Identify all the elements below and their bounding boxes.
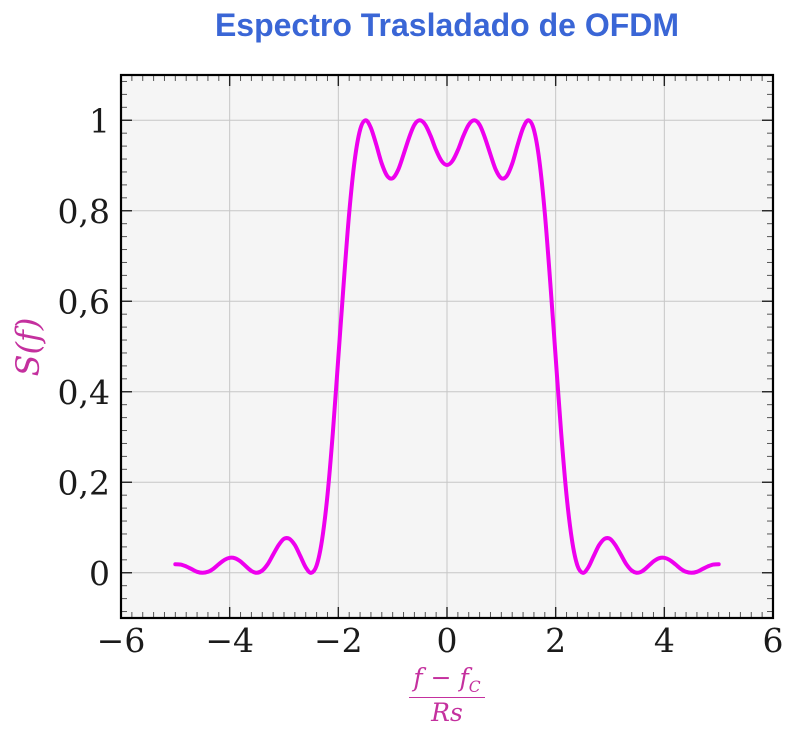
x-axis-label-numerator: f − fC — [409, 664, 485, 699]
axis-frame — [119, 73, 775, 620]
x-tick-label: 6 — [763, 621, 784, 660]
x-tick-label: −4 — [205, 621, 254, 660]
y-tick-label: 1 — [89, 101, 110, 140]
y-tick-label: 0 — [89, 554, 110, 593]
y-tick-label: 0,2 — [58, 463, 110, 502]
y-tick-label: 0,4 — [58, 373, 110, 412]
y-axis-label: S(f) — [9, 317, 47, 377]
x-tick-label: −6 — [97, 621, 146, 660]
chart-title: Espectro Trasladado de OFDM — [214, 7, 680, 43]
spectrum-curve — [173, 118, 721, 575]
x-axis-label-denominator: Rs — [431, 698, 463, 728]
x-tick-label: 2 — [545, 621, 566, 660]
x-tick-label: 4 — [654, 621, 675, 660]
y-tick-label: 0,8 — [58, 192, 110, 231]
x-tick-label: 0 — [437, 621, 458, 660]
y-tick-label: 0,6 — [58, 282, 110, 321]
x-tick-label: −2 — [314, 621, 363, 660]
x-axis-label-fraction: f − fC Rs — [409, 664, 485, 728]
x-axis-label: f − fC Rs — [121, 664, 773, 727]
